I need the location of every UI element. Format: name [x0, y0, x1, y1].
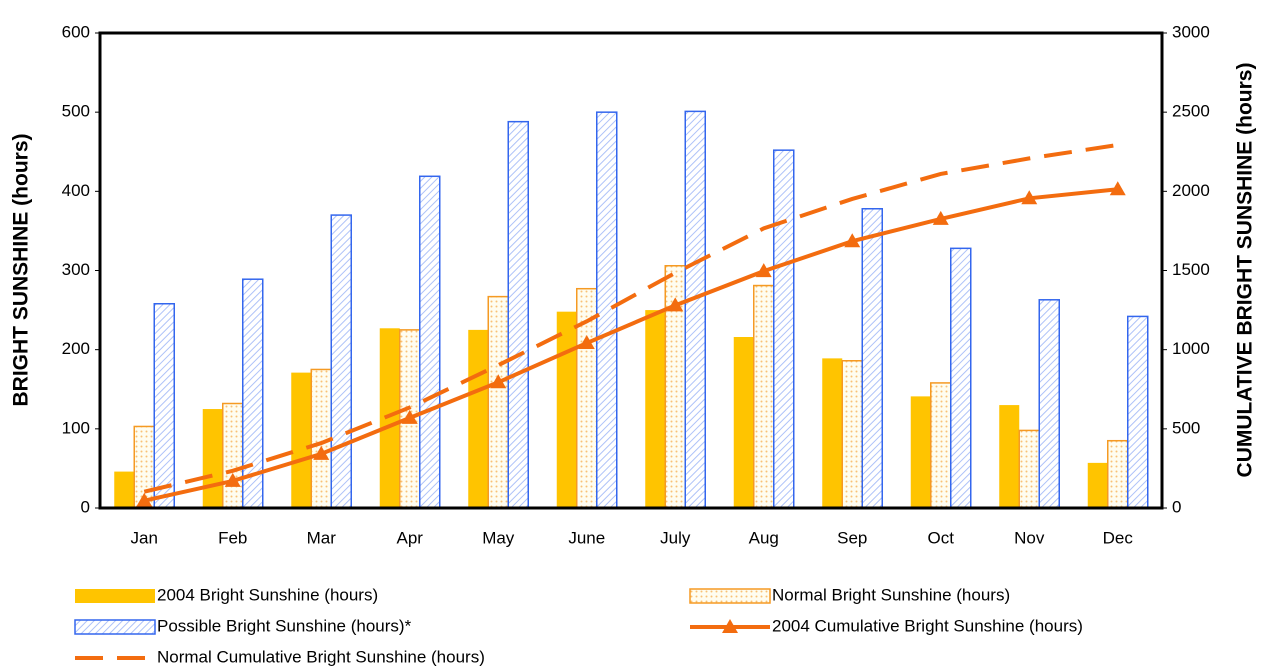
x-tick-label: July	[660, 528, 691, 547]
y2-tick-label: 1000	[1172, 339, 1210, 358]
marker	[136, 492, 153, 507]
marker	[578, 335, 595, 350]
y-tick-label: 500	[62, 102, 90, 121]
legend-label: 2004 Cumulative Bright Sunshine (hours)	[772, 616, 1083, 635]
x-tick-label: Oct	[928, 528, 955, 547]
marker	[224, 472, 241, 487]
y2-tick-label: 2000	[1172, 181, 1210, 200]
legend-marker	[722, 619, 738, 633]
bar	[1018, 429, 1040, 509]
x-tick-label: Feb	[218, 528, 247, 547]
line	[143, 187, 1118, 503]
marker	[1109, 181, 1126, 196]
line	[143, 142, 1119, 494]
bar	[861, 208, 883, 509]
bar	[222, 402, 244, 509]
bar	[733, 337, 754, 508]
bar	[773, 149, 795, 509]
legend-label: Possible Bright Sunshine (hours)*	[157, 616, 412, 635]
bar	[910, 396, 931, 508]
marker	[667, 297, 684, 312]
legend-swatch	[74, 619, 156, 635]
bar	[419, 175, 441, 509]
y-tick-label: 600	[62, 22, 90, 41]
legend-swatch	[689, 588, 771, 604]
marker	[844, 233, 861, 248]
plot-frame	[98, 31, 1164, 510]
bar	[1087, 462, 1108, 508]
bar	[1127, 315, 1149, 509]
bar	[1038, 299, 1060, 509]
legend-label: Normal Cumulative Bright Sunshine (hours…	[157, 647, 485, 666]
marker	[401, 409, 418, 424]
marker	[755, 263, 772, 278]
y-tick-label: 300	[62, 260, 90, 279]
legend-label: Normal Bright Sunshine (hours)	[772, 585, 1010, 604]
bar	[202, 409, 223, 508]
x-tick-label: Apr	[397, 528, 424, 547]
bar	[114, 471, 135, 508]
y2-tick-label: 0	[1172, 497, 1181, 516]
y2-axis-title: CUMULATIVE BRIGHT SUNSHINE (hours)	[1234, 63, 1257, 478]
marker	[490, 374, 507, 389]
bar	[753, 284, 775, 509]
bar	[153, 303, 175, 509]
y-tick-label: 100	[62, 418, 90, 437]
y2-tick-label: 3000	[1172, 22, 1210, 41]
bar	[507, 120, 529, 509]
y-tick-label: 0	[81, 497, 90, 516]
x-tick-label: Nov	[1014, 528, 1045, 547]
bar	[684, 110, 706, 509]
marker	[313, 445, 330, 460]
bar	[379, 328, 400, 508]
bar	[596, 111, 618, 509]
bar	[930, 382, 952, 509]
marker	[932, 210, 949, 225]
x-tick-label: Jan	[131, 528, 158, 547]
bar	[645, 310, 666, 508]
x-tick-label: Sep	[837, 528, 867, 547]
bar	[822, 358, 843, 508]
y-tick-label: 400	[62, 181, 90, 200]
y2-tick-label: 2500	[1172, 102, 1210, 121]
bar	[556, 311, 577, 508]
bar	[841, 360, 863, 509]
bar	[950, 247, 972, 509]
x-tick-label: Mar	[307, 528, 337, 547]
y2-tick-label: 500	[1172, 418, 1200, 437]
bar	[1107, 439, 1129, 509]
x-tick-label: May	[482, 528, 515, 547]
bar	[291, 372, 312, 508]
marker	[1021, 190, 1038, 205]
bar	[330, 214, 352, 509]
bar	[487, 295, 509, 509]
bar	[468, 329, 489, 508]
y-axis-title: BRIGHT SUNSHINE (hours)	[10, 134, 33, 407]
bar	[999, 405, 1020, 508]
y2-tick-label: 1500	[1172, 260, 1210, 279]
legend-swatch	[75, 589, 155, 603]
x-tick-label: June	[568, 528, 605, 547]
x-tick-label: Aug	[749, 528, 779, 547]
x-tick-label: Dec	[1103, 528, 1134, 547]
legend-label: 2004 Bright Sunshine (hours)	[157, 585, 378, 604]
y-tick-label: 200	[62, 339, 90, 358]
